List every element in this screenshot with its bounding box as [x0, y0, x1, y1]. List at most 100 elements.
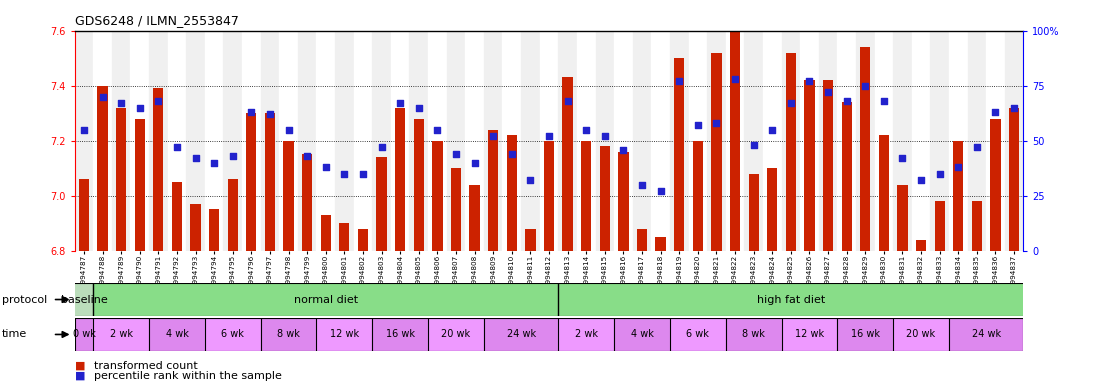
Bar [410, 31, 428, 251]
Bar [763, 31, 782, 251]
Text: 24 wk: 24 wk [506, 329, 536, 339]
Point [540, 133, 558, 139]
Text: 12 wk: 12 wk [795, 329, 824, 339]
Bar [651, 31, 670, 251]
Bar [149, 31, 168, 251]
Point [224, 153, 242, 159]
Bar [819, 31, 838, 251]
Point [131, 105, 148, 111]
Bar [209, 210, 220, 251]
Text: 8 wk: 8 wk [742, 329, 765, 339]
Bar [581, 141, 592, 251]
Bar [354, 31, 372, 251]
Point [243, 109, 260, 115]
Bar [93, 283, 558, 316]
Bar [730, 31, 740, 251]
Point [299, 153, 316, 159]
Bar [726, 318, 782, 351]
Point [652, 188, 670, 194]
Bar [600, 146, 609, 251]
Bar [447, 31, 466, 251]
Bar [558, 283, 1023, 316]
Bar [558, 318, 614, 351]
Text: baseline: baseline [60, 295, 108, 305]
Bar [544, 141, 554, 251]
Bar [614, 318, 670, 351]
Text: ■: ■ [75, 361, 86, 371]
Text: 16 wk: 16 wk [385, 329, 415, 339]
Point [503, 151, 520, 157]
Point [856, 83, 874, 89]
Bar [688, 31, 707, 251]
Bar [93, 31, 112, 251]
Bar [372, 318, 428, 351]
Bar [154, 88, 164, 251]
Bar [190, 204, 201, 251]
Text: time: time [2, 329, 27, 339]
Bar [339, 223, 349, 251]
Bar [470, 185, 480, 251]
Bar [205, 31, 224, 251]
Point [355, 170, 372, 177]
Bar [391, 31, 410, 251]
Text: 16 wk: 16 wk [851, 329, 879, 339]
Bar [893, 318, 949, 351]
Bar [316, 318, 372, 351]
Bar [768, 168, 777, 251]
Bar [168, 31, 187, 251]
Point [75, 127, 92, 133]
Bar [800, 31, 819, 251]
Bar [838, 31, 856, 251]
Bar [540, 31, 558, 251]
Point [205, 160, 223, 166]
Point [373, 144, 391, 151]
Bar [75, 31, 93, 251]
Bar [260, 318, 316, 351]
Bar [75, 318, 93, 351]
Point [466, 160, 483, 166]
Point [800, 78, 818, 84]
Bar [279, 31, 298, 251]
Point [744, 142, 762, 148]
Text: 24 wk: 24 wk [972, 329, 1000, 339]
Bar [670, 31, 688, 251]
Point [336, 170, 354, 177]
Bar [674, 58, 684, 251]
Point [690, 122, 707, 128]
Bar [187, 31, 205, 251]
Point [410, 105, 427, 111]
Bar [562, 78, 573, 251]
Text: 20 wk: 20 wk [907, 329, 935, 339]
Bar [670, 318, 726, 351]
Bar [744, 31, 763, 251]
Bar [451, 168, 461, 251]
Point [671, 78, 688, 84]
Point [931, 170, 949, 177]
Bar [79, 179, 89, 251]
Bar [614, 31, 632, 251]
Bar [302, 154, 312, 251]
Bar [990, 119, 1000, 251]
Bar [484, 318, 558, 351]
Point [280, 127, 298, 133]
Bar [265, 113, 276, 251]
Point [522, 177, 539, 184]
Bar [693, 141, 703, 251]
Bar [841, 102, 852, 251]
Bar [916, 240, 926, 251]
Point [578, 127, 595, 133]
Bar [428, 318, 484, 351]
Point [484, 133, 502, 139]
Bar [1009, 108, 1019, 251]
Text: 8 wk: 8 wk [277, 329, 300, 339]
Bar [595, 31, 614, 251]
Point [615, 146, 632, 152]
Text: 6 wk: 6 wk [686, 329, 709, 339]
Bar [726, 31, 744, 251]
Point [782, 100, 799, 106]
Bar [260, 31, 279, 251]
Bar [414, 119, 424, 251]
Bar [506, 135, 517, 251]
Bar [246, 113, 257, 251]
Bar [377, 157, 386, 251]
